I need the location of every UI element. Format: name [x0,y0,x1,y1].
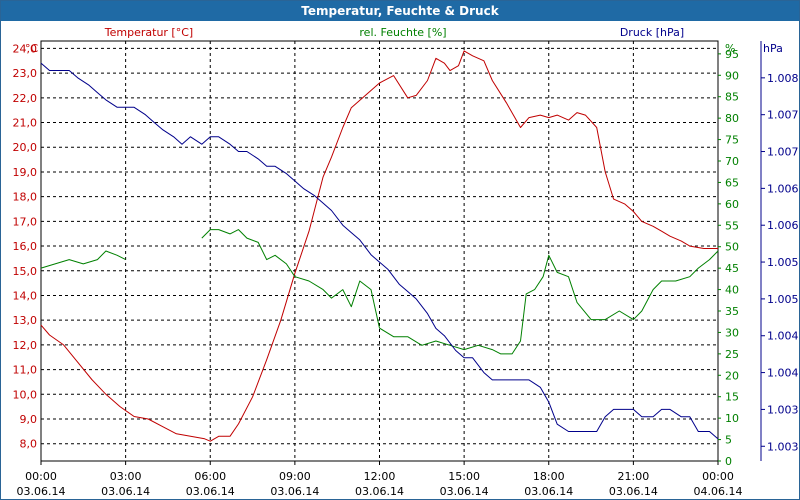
y-tick-label-hum: 5 [725,434,732,447]
y-tick-label-temp: 15,0 [13,265,38,278]
y-tick-label-temp: 22,0 [13,92,38,105]
y-tick-label-press: 1.006 [767,182,799,195]
y-tick-label-press: 1.008 [767,72,799,85]
series-line-press [40,62,719,440]
y-tick-label-temp: 14,0 [13,289,38,302]
x-tick-label-date: 03.06.14 [101,485,150,498]
x-tick-label-date: 04.06.14 [694,485,743,498]
x-tick-label-time: 00:00 [702,470,734,483]
y-tick-label-hum: 80 [725,112,739,125]
y-tick-label-hum: 65 [725,176,739,189]
press-unit-label: hPa [763,42,783,55]
x-tick-label-date: 03.06.14 [524,485,573,498]
y-tick-label-press: 1.007 [767,109,799,122]
y-tick-label-temp: 13,0 [13,314,38,327]
x-tick-label-date: 03.06.14 [355,485,404,498]
grid [41,41,718,461]
x-tick-label-date: 03.06.14 [270,485,319,498]
y-tick-label-hum: 60 [725,198,739,211]
y-tick-label-press: 1.004 [767,330,799,343]
x-tick-label-time: 21:00 [618,470,650,483]
y-tick-label-hum: 85 [725,91,739,104]
labels: 00:00 03.06.14 03:00 03.06.14 06:00 03.06.14 0… [13,26,799,498]
y-tick-label-temp: 11,0 [13,364,38,377]
x-tick-label-date: 03.06.14 [609,485,658,498]
y-tick-label-hum: 30 [725,326,739,339]
x-tick-label-time: 00:00 [25,470,57,483]
series-line-hum [40,229,719,355]
legend-press: Druck [hPa] [620,26,684,39]
x-tick-label-date: 03.06.14 [17,485,66,498]
x-tick-label-date: 03.06.14 [440,485,489,498]
y-tick-label-temp: 16,0 [13,240,38,253]
y-tick-label-hum: 40 [725,284,739,297]
y-tick-label-hum: 15 [725,391,739,404]
y-tick-label-temp: 17,0 [13,215,38,228]
y-tick-label-hum: 35 [725,305,739,318]
y-tick-label-hum: 55 [725,219,739,232]
y-tick-label-hum: 45 [725,262,739,275]
y-tick-label-hum: 0 [725,455,732,468]
y-tick-label-temp: 23,0 [13,67,38,80]
y-tick-label-temp: 10,0 [13,388,38,401]
y-tick-label-hum: 75 [725,134,739,147]
y-tick-label-hum: 95 [725,48,739,61]
y-tick-label-hum: 70 [725,155,739,168]
axes [40,40,765,465]
y-tick-label-temp: 20,0 [13,141,38,154]
y-tick-label-temp: 12,0 [13,339,38,352]
x-tick-label-time: 09:00 [279,470,311,483]
y-tick-label-temp: 21,0 [13,117,38,130]
y-tick-label-press: 1.005 [767,256,799,269]
x-tick-label-time: 18:00 [533,470,565,483]
y-tick-label-press: 1.006 [767,219,799,232]
y-tick-label-temp: 8,0 [20,438,38,451]
series-line-temp [40,50,718,442]
hum-unit-label: % [725,42,735,55]
chart-title: Temperatur, Feuchte & Druck [1,1,799,21]
y-tick-label-hum: 90 [725,69,739,82]
x-tick-label-time: 06:00 [194,470,226,483]
y-tick-label-press: 1.007 [767,146,799,159]
y-tick-label-temp: 24,0 [13,42,38,55]
y-tick-label-press: 1.003 [767,440,799,453]
x-tick-label-date: 03.06.14 [186,485,235,498]
y-tick-label-hum: 20 [725,369,739,382]
x-tick-label-time: 15:00 [448,470,480,483]
x-tick-label-time: 03:00 [110,470,142,483]
x-tick-label-time: 12:00 [364,470,396,483]
y-tick-label-hum: 50 [725,241,739,254]
series [40,50,719,442]
y-tick-label-press: 1.003 [767,403,799,416]
y-tick-label-temp: 19,0 [13,166,38,179]
y-tick-label-press: 1.005 [767,293,799,306]
y-tick-label-hum: 25 [725,348,739,361]
y-tick-label-temp: 18,0 [13,191,38,204]
temp-unit-label: °C [25,42,39,55]
legend-temp: Temperatur [°C] [104,26,193,39]
legend-hum: rel. Feuchte [%] [359,26,446,39]
y-tick-label-temp: 9,0 [20,413,38,426]
y-tick-label-hum: 10 [725,412,739,425]
y-tick-label-press: 1.004 [767,367,799,380]
